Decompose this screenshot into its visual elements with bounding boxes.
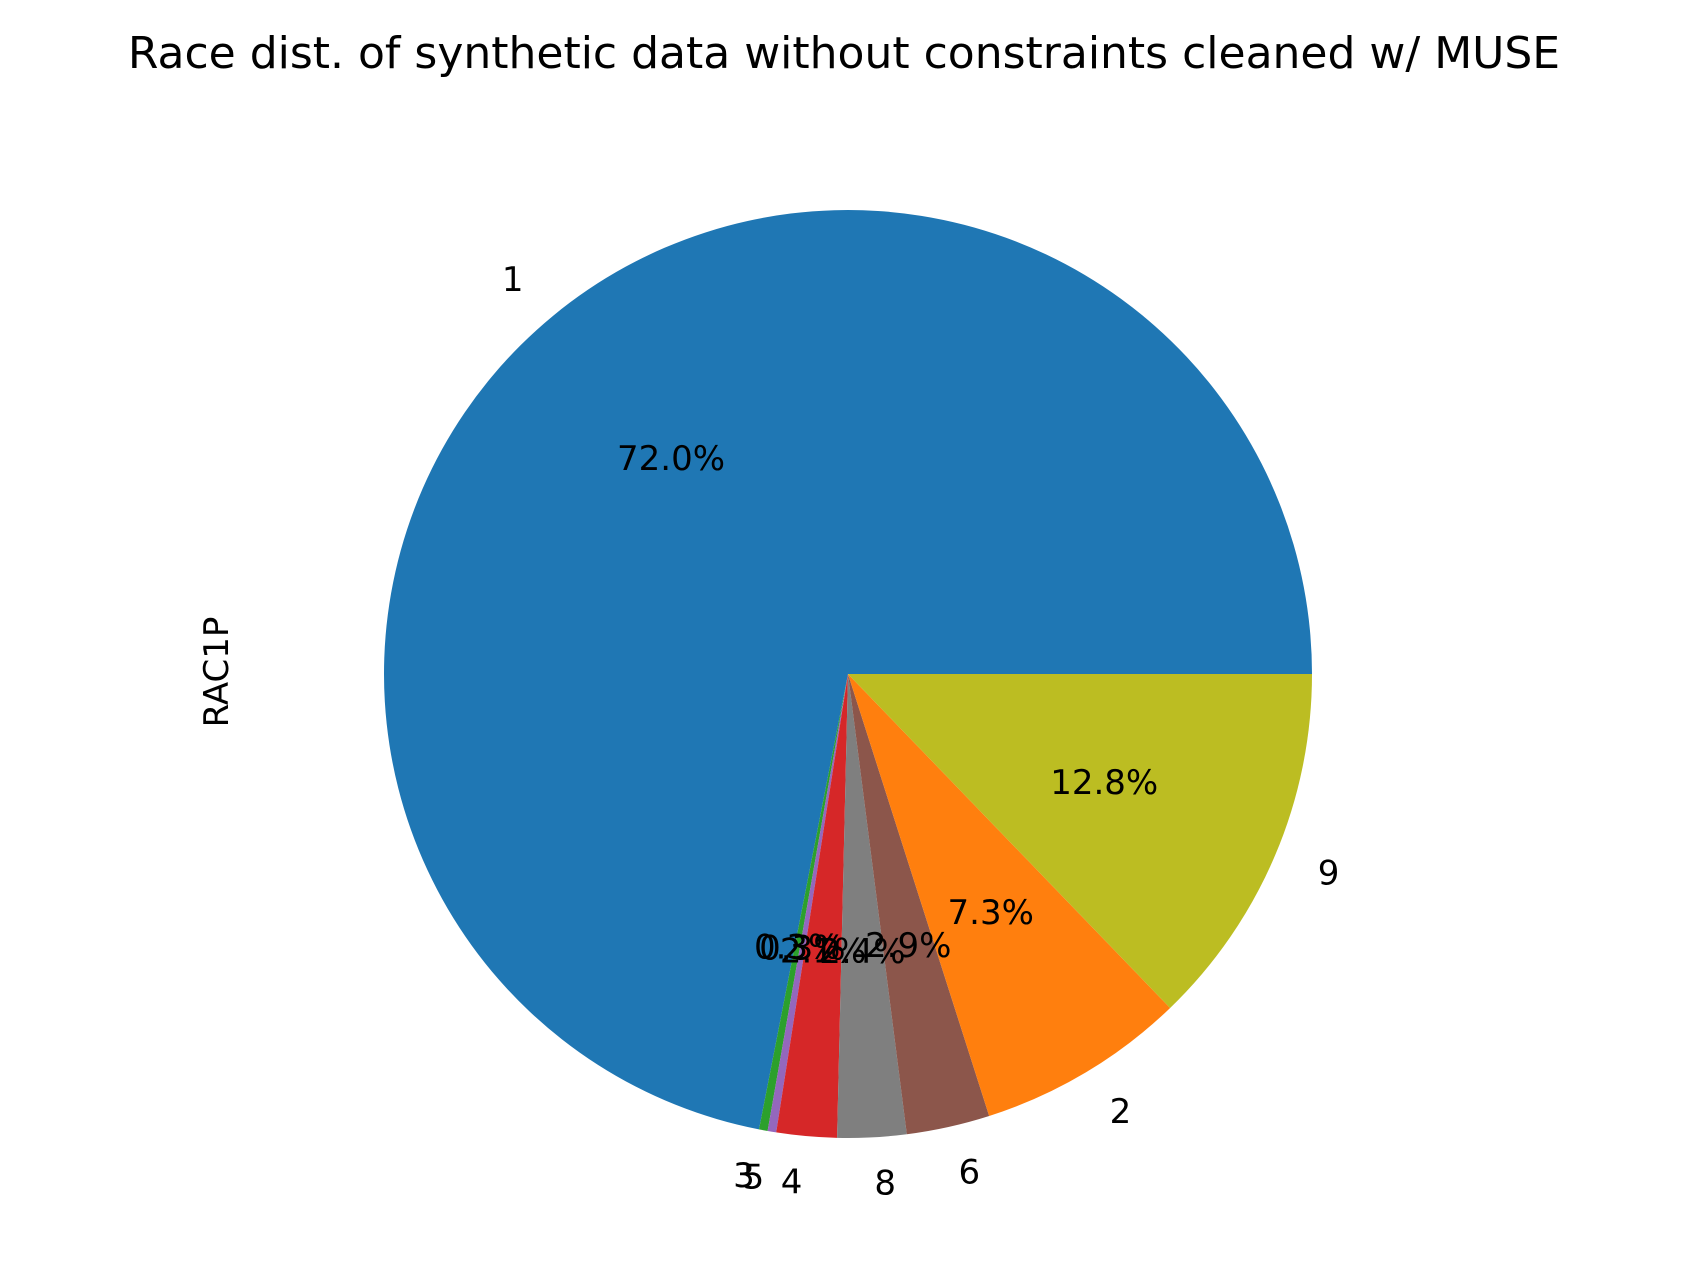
chart-title: Race dist. of synthetic data without con… [128,28,1560,79]
slice-percent-label-8: 2.4% [819,932,905,972]
pie-slice-8 [837,674,907,1138]
slice-category-label-2: 2 [1110,1092,1132,1132]
pie-slice-2 [848,674,1171,1117]
pie-slices [383,209,1312,1138]
pie-labels: 1 72.0% 3 0.3% 5 0.3% 4 2.1% 8 2.4% 6 2.9% 2 7.3% 9 12.… [502,260,1339,1204]
slice-category-label-1: 1 [502,260,524,300]
slice-percent-label-9: 12.8% [1050,763,1158,803]
slice-category-label-4: 4 [781,1162,803,1202]
slice-percent-label-3: 0.3% [754,928,840,968]
slice-category-label-6: 6 [958,1152,980,1192]
slice-category-label-3: 3 [733,1156,755,1196]
slice-percent-label-1: 72.0% [617,439,725,479]
slice-percent-label-6: 2.9% [865,926,951,966]
slice-category-label-9: 9 [1318,854,1340,894]
slice-percent-label-4: 2.1% [780,931,866,971]
slice-percent-label-5: 0.3% [759,929,845,969]
slice-percent-label-2: 7.3% [948,893,1034,933]
pie-slice-3 [758,674,848,1131]
y-axis-label: RAC1P [197,617,237,728]
pie-slice-4 [776,674,848,1138]
pie-slice-1 [383,209,1312,1130]
slice-category-label-8: 8 [874,1164,896,1204]
pie-slice-5 [767,674,848,1133]
pie-slice-6 [848,674,990,1135]
pie-slice-9 [848,674,1312,1008]
slice-category-label-5: 5 [743,1157,765,1197]
